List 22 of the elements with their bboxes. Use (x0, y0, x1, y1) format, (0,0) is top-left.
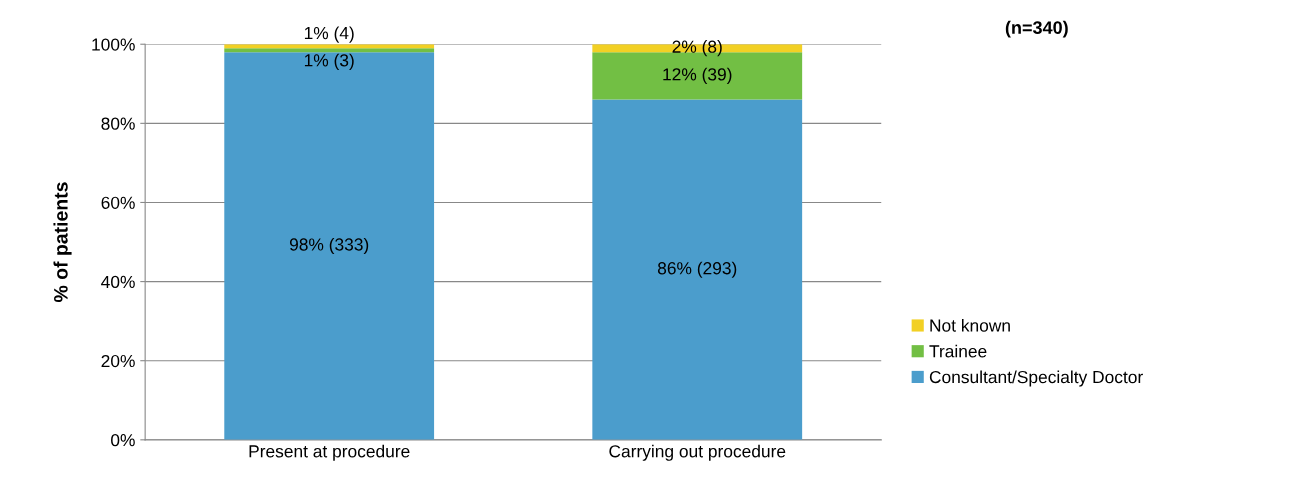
legend-label: Not known (930, 318, 1010, 332)
legend-label: Trainee (929, 344, 987, 358)
y-tick-label: 20% (101, 354, 135, 368)
y-tick-label: 100% (92, 38, 135, 51)
y-tick-label: 40% (101, 275, 135, 289)
y-tick-label: 80% (101, 117, 135, 130)
y-tick-label: 0% (111, 434, 135, 447)
bar (592, 99, 803, 440)
bar (224, 52, 435, 440)
bar (224, 48, 435, 53)
x-tick-label: Carrying out procedure (609, 444, 786, 461)
text: (n=340) (1005, 20, 1068, 38)
data-label: 1% (3) (304, 53, 354, 70)
data-label: 86% (293) (657, 261, 737, 278)
y-tick-label: 60% (101, 196, 135, 209)
data-label: 1% (4) (304, 26, 354, 43)
y-axis-title: % of patients (53, 182, 72, 303)
data-label: 12% (39) (663, 67, 732, 84)
data-label: 2% (8) (672, 40, 722, 57)
data-label: 98% (333) (289, 237, 369, 255)
x-tick-label: Present at procedure (249, 444, 410, 461)
legend-label: Consultant/Specialty Doctor (929, 370, 1143, 387)
